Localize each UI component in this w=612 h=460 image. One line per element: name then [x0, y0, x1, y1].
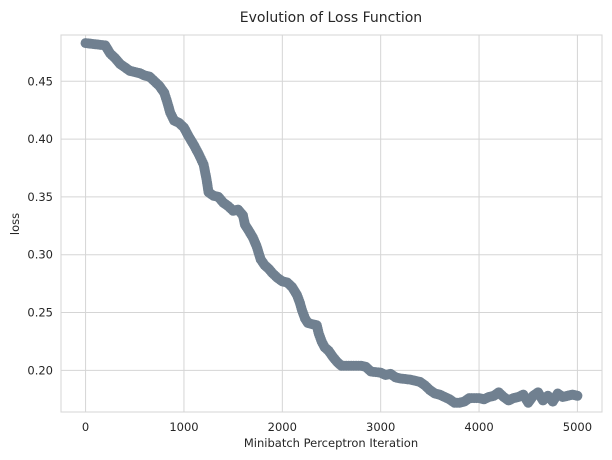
y-tick-label: 0.45: [27, 74, 53, 88]
chart-title: Evolution of Loss Function: [240, 10, 422, 26]
y-axis-label: loss: [8, 213, 22, 235]
y-tick-label: 0.40: [27, 132, 53, 146]
y-tick-labels: 0.20 0.25 0.30 0.35 0.40 0.45: [27, 74, 53, 377]
x-tick-label: 1000: [169, 420, 198, 434]
data-points: [80, 38, 583, 408]
x-tick-label: 5000: [563, 420, 592, 434]
x-tick-label: 3000: [366, 420, 395, 434]
grid-lines: [61, 35, 602, 412]
plot-frame: [60, 34, 603, 413]
y-tick-label: 0.30: [27, 248, 53, 262]
data-point: [572, 390, 583, 401]
x-tick-label: 4000: [464, 420, 493, 434]
y-tick-label: 0.20: [27, 363, 53, 377]
x-tick-label: 2000: [268, 420, 297, 434]
x-axis-label: Minibatch Perceptron Iteration: [244, 436, 418, 450]
x-tick-labels: 0 1000 2000 3000 4000 5000: [82, 420, 592, 434]
x-tick-label: 0: [82, 420, 89, 434]
y-tick-label: 0.35: [27, 190, 53, 204]
y-tick-label: 0.25: [27, 306, 53, 320]
